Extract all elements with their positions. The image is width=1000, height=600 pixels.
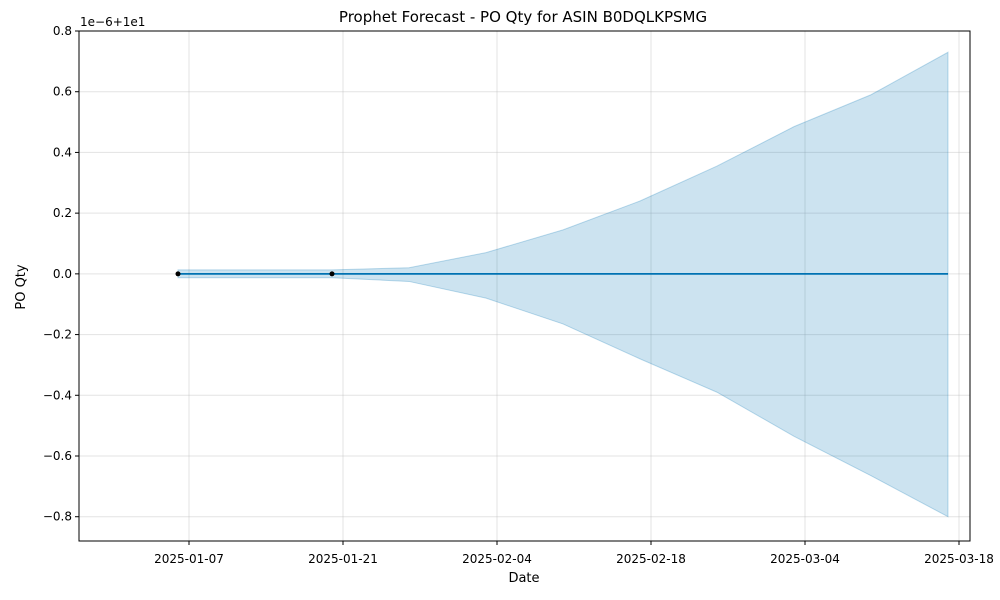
y-axis-ticks: −0.8 −0.6 −0.4 −0.2 0.0 0.2 0.4 0.6 0.8 (43, 24, 79, 524)
x-axis-label: Date (508, 571, 539, 586)
x-tick-label: 2025-02-04 (462, 552, 532, 566)
y-tick-label: 0.6 (53, 85, 72, 99)
y-tick-label: 0.4 (53, 145, 72, 159)
y-tick-label: −0.8 (43, 510, 72, 524)
x-tick-label: 2025-01-21 (308, 552, 378, 566)
x-tick-label: 2025-02-18 (616, 552, 686, 566)
observed-points (175, 271, 335, 277)
observed-point (329, 271, 335, 277)
x-tick-label: 2025-03-04 (770, 552, 840, 566)
y-tick-label: 0.2 (53, 206, 72, 220)
x-axis-ticks: 2025-01-07 2025-01-21 2025-02-04 2025-02-18… (154, 541, 994, 566)
y-axis-offset-label: 1e−6+1e1 (80, 15, 145, 29)
x-tick-label: 2025-01-07 (154, 552, 224, 566)
y-tick-label: 0.0 (53, 267, 72, 281)
observed-point (175, 271, 181, 277)
uncertainty-band-area (177, 51, 949, 518)
y-tick-label: 0.8 (53, 24, 72, 38)
chart-title: Prophet Forecast - PO Qty for ASIN B0DQL… (339, 8, 707, 26)
y-tick-label: −0.4 (43, 388, 72, 402)
x-tick-label: 2025-03-18 (924, 552, 994, 566)
y-axis-label: PO Qty (14, 264, 29, 310)
y-tick-label: −0.6 (43, 449, 72, 463)
y-tick-label: −0.2 (43, 328, 72, 342)
plot-area-frame (78, 30, 971, 542)
uncertainty-band (177, 51, 949, 518)
